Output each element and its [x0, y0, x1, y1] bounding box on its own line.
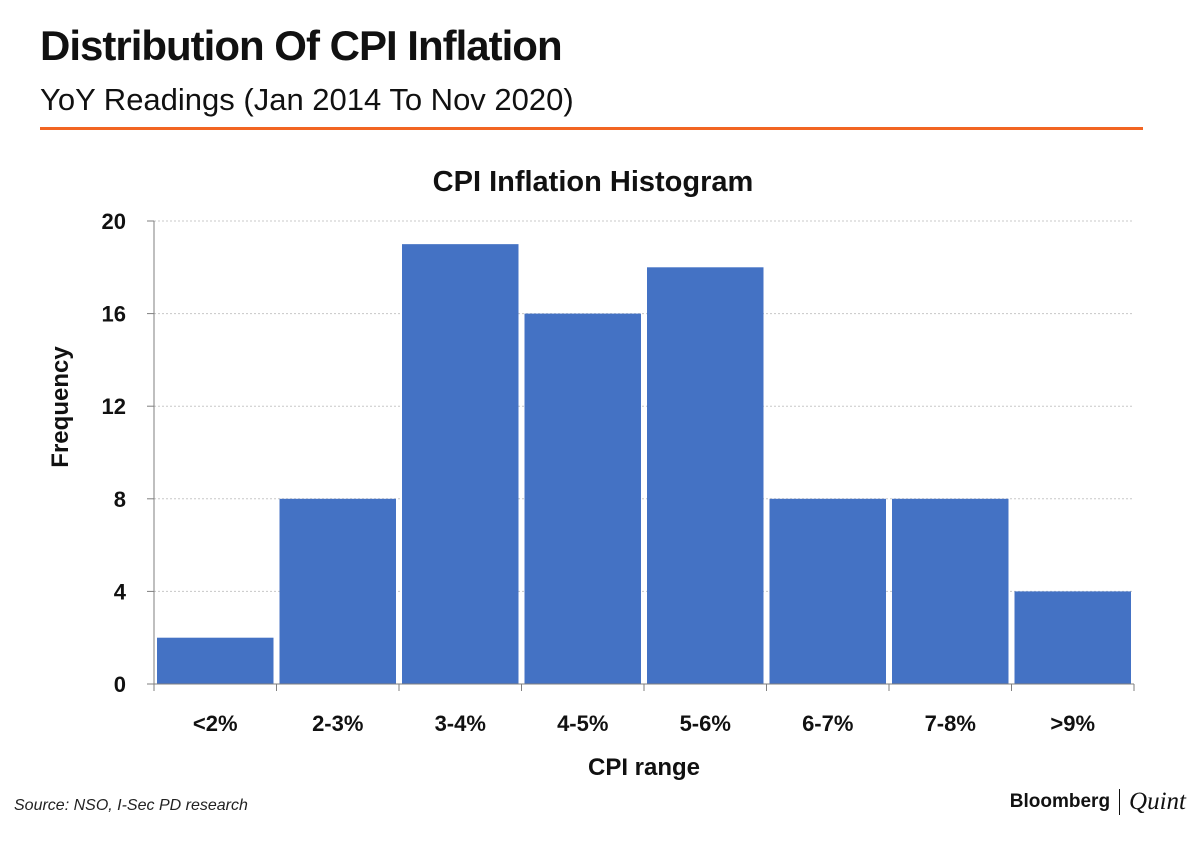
source-note: Source: NSO, I-Sec PD research — [14, 797, 248, 815]
bar-1 — [157, 638, 274, 684]
x-tick-label: 5-6% — [680, 711, 731, 736]
x-tick-label: <2% — [193, 711, 238, 736]
logo-quint: Quint — [1129, 788, 1186, 816]
bar-4 — [525, 314, 642, 684]
bar-3 — [402, 244, 519, 684]
x-tick-label: 6-7% — [802, 711, 853, 736]
y-tick-label: 20 — [102, 209, 126, 234]
bar-6 — [770, 499, 887, 684]
x-axis-label: CPI range — [588, 754, 700, 781]
y-tick-label: 8 — [114, 487, 126, 512]
x-tick-label: 4-5% — [557, 711, 608, 736]
logo-bloomberg: Bloomberg — [1010, 791, 1110, 813]
bar-7 — [892, 499, 1009, 684]
x-tick-label: 3-4% — [435, 711, 486, 736]
bar-5 — [647, 267, 764, 684]
x-tick-label: >9% — [1050, 711, 1095, 736]
logo-divider — [1119, 789, 1120, 815]
chart-title: CPI Inflation Histogram — [433, 166, 754, 198]
y-tick-label: 16 — [102, 302, 126, 327]
y-axis-label: Frequency — [47, 346, 74, 468]
bar-layer — [157, 244, 1131, 684]
bar-2 — [280, 499, 397, 684]
y-tick-label: 4 — [114, 579, 127, 604]
y-tick-label: 12 — [102, 394, 126, 419]
y-tick-label: 0 — [114, 672, 126, 697]
x-tick-label: 2-3% — [312, 711, 363, 736]
bar-8 — [1015, 591, 1132, 684]
x-tick-label: 7-8% — [925, 711, 976, 736]
publisher-logo: Bloomberg Quint — [1010, 788, 1186, 816]
